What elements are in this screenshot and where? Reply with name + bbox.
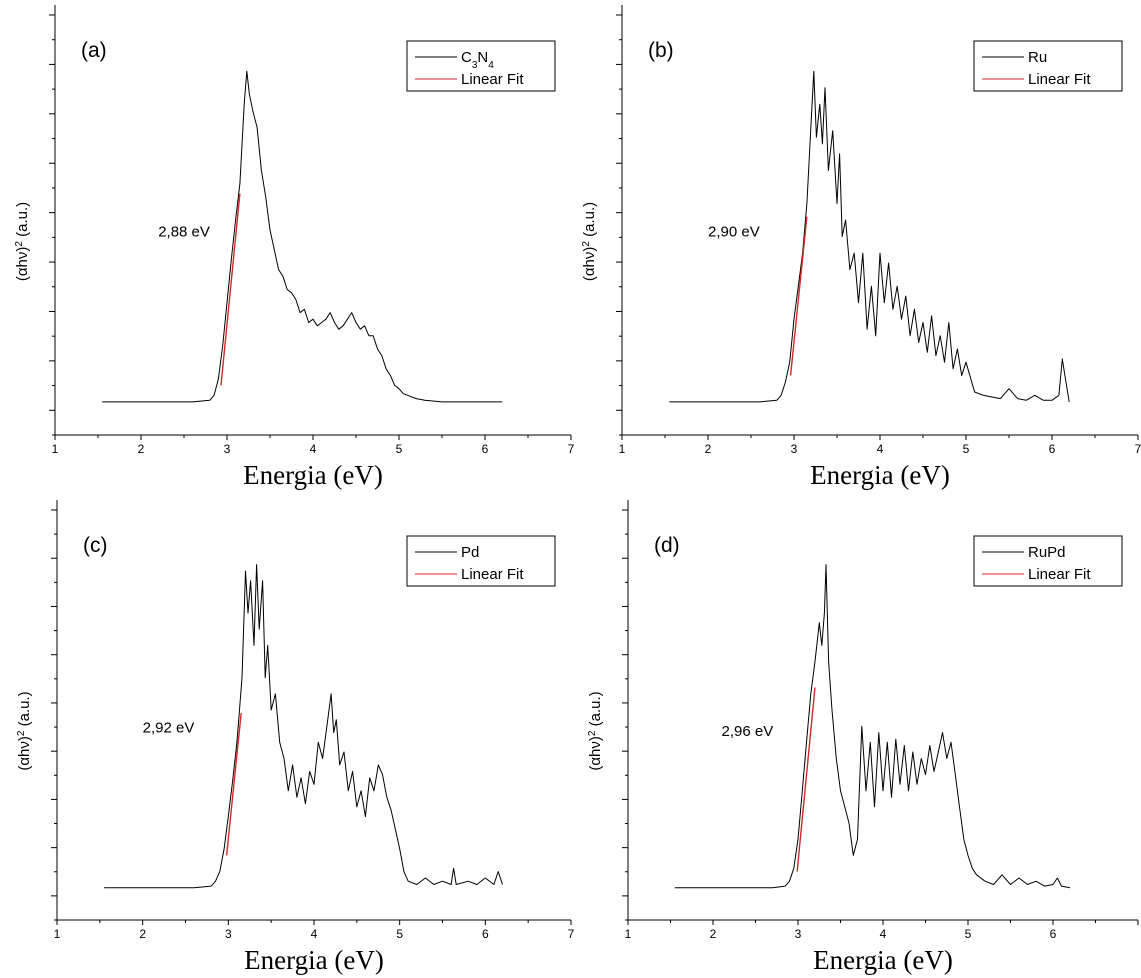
legend-box xyxy=(973,40,1123,92)
x-tick-label: 2 xyxy=(139,927,146,941)
panel-0: 1 2 3 4 5 6 7 (a) 2,88 eV Energia (eV) (αhν)2 (a.u… xyxy=(14,5,575,490)
panel-label: (a) xyxy=(81,39,107,62)
bandgap-annotation: 2,88 eV xyxy=(158,224,210,241)
panel-label: (d) xyxy=(654,534,680,557)
legend-box xyxy=(406,40,556,92)
linear-fit-line xyxy=(796,687,816,872)
series-line xyxy=(674,564,1071,889)
x-tick-label: 1 xyxy=(54,927,61,941)
legend-label: Ru xyxy=(1028,49,1047,66)
bandgap-annotation: 2,90 eV xyxy=(708,224,760,241)
legend-label: Linear Fit xyxy=(1028,71,1091,88)
x-tick-label: 6 xyxy=(482,442,489,456)
x-tick-label: 7 xyxy=(1135,442,1141,456)
panel-2: 1 2 3 4 5 6 7 (c) 2,92 eV Energia (eV) (αhν)2 (a.u… xyxy=(16,500,575,975)
x-axis-label: Energia (eV) xyxy=(244,945,384,975)
legend-label: C3N4 xyxy=(461,49,494,71)
series-line xyxy=(104,564,503,889)
x-tick-label: 2 xyxy=(710,927,717,941)
x-tick-label: 3 xyxy=(224,442,231,456)
x-tick-label: 4 xyxy=(310,442,317,456)
x-tick-label: 3 xyxy=(225,927,232,941)
series-line xyxy=(669,70,1070,403)
linear-fit-line xyxy=(789,216,808,376)
linear-fit-line xyxy=(225,713,242,856)
panel-label: (b) xyxy=(648,39,674,62)
x-tick-label: 5 xyxy=(965,927,972,941)
legend-label: Pd xyxy=(461,544,479,561)
bandgap-annotation: 2,92 eV xyxy=(143,720,195,737)
x-tick-label: 4 xyxy=(877,442,884,456)
legend-label: RuPd xyxy=(1028,544,1066,561)
x-tick-label: 2 xyxy=(138,442,145,456)
x-axis-label: Energia (eV) xyxy=(813,945,953,975)
x-tick-label: 5 xyxy=(963,442,970,456)
x-tick-label: 2 xyxy=(705,442,712,456)
series-line xyxy=(102,70,503,403)
x-tick-label: 3 xyxy=(791,442,798,456)
x-tick-label: 1 xyxy=(625,927,632,941)
x-tick-label: 7 xyxy=(568,927,575,941)
panel-1: 1 2 3 4 5 6 7 (b) 2,90 eV Energia (eV) (αhν)2 (a.u… xyxy=(581,5,1141,490)
x-tick-label: 6 xyxy=(1050,927,1057,941)
panel-3: 1 2 3 4 5 6 (d) 2,96 eV Energia (eV) (αhν)2 (a.u.… xyxy=(587,500,1139,975)
x-tick-label: 5 xyxy=(396,927,403,941)
legend-box xyxy=(406,535,556,587)
y-axis-label: (αhν)2 (a.u.) xyxy=(14,202,32,281)
x-tick-label: 1 xyxy=(52,442,59,456)
y-axis-label: (αhν)2 (a.u.) xyxy=(16,691,34,770)
legend-label: Linear Fit xyxy=(1028,566,1091,583)
x-axis-label: Energia (eV) xyxy=(810,460,950,490)
bandgap-annotation: 2,96 eV xyxy=(722,723,774,740)
x-tick-label: 6 xyxy=(1049,442,1056,456)
legend-box xyxy=(973,535,1123,587)
y-axis-label: (αhν)2 (a.u.) xyxy=(587,691,605,770)
x-tick-label: 1 xyxy=(619,442,626,456)
x-tick-label: 5 xyxy=(396,442,403,456)
panel-label: (c) xyxy=(83,534,108,557)
x-axis-label: Energia (eV) xyxy=(243,460,383,490)
linear-fit-line xyxy=(220,193,241,386)
x-tick-label: 3 xyxy=(795,927,802,941)
x-tick-label: 6 xyxy=(482,927,489,941)
legend-label: Linear Fit xyxy=(461,566,524,583)
x-tick-label: 4 xyxy=(311,927,318,941)
x-tick-label: 4 xyxy=(880,927,887,941)
x-tick-label: 7 xyxy=(568,442,575,456)
y-axis-label: (αhν)2 (a.u.) xyxy=(581,202,599,281)
legend-label: Linear Fit xyxy=(461,71,524,88)
